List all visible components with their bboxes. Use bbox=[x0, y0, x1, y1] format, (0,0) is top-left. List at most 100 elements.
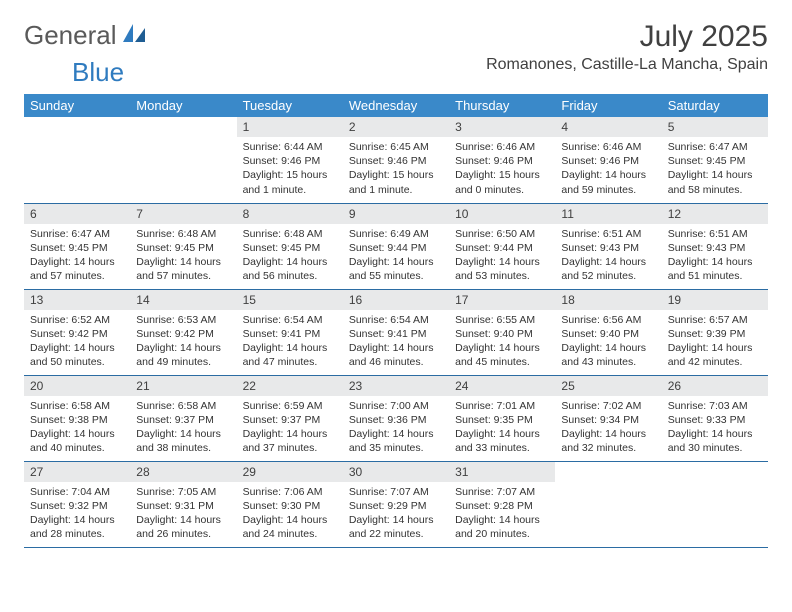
day-details: Sunrise: 6:58 AM Sunset: 9:38 PM Daylight:… bbox=[24, 396, 130, 460]
day-details: Sunrise: 6:47 AMSunset: 9:45 PMDaylight:… bbox=[24, 224, 130, 288]
day-details: Sunrise: 6:55 AMSunset: 9:40 PMDaylight:… bbox=[449, 310, 555, 374]
sunrise-line: Sunrise: 6:51 AM bbox=[668, 228, 748, 240]
logo-text-blue: Blue bbox=[72, 57, 124, 87]
day-number: 24 bbox=[449, 376, 555, 396]
day-number: 10 bbox=[449, 204, 555, 224]
day-number: 30 bbox=[343, 462, 449, 482]
sunrise-line: Sunrise: 6:57 AM bbox=[668, 314, 748, 326]
calendar-table: Sunday Monday Tuesday Wednesday Thursday… bbox=[24, 94, 768, 548]
daylight-line: Daylight: 14 hours and 57 minutes. bbox=[136, 256, 221, 282]
day-details: Sunrise: 7:02 AMSunset: 9:34 PMDaylight:… bbox=[555, 396, 661, 460]
sunset-line: Sunset: 9:42 PM bbox=[136, 328, 214, 340]
sunrise-line: Sunrise: 6:46 AM bbox=[561, 141, 641, 153]
calendar-cell: 16Sunrise: 6:54 AMSunset: 9:41 PMDayligh… bbox=[343, 289, 449, 375]
day-number: 27 bbox=[24, 462, 130, 482]
daylight-line: Daylight: 14 hours and 55 minutes. bbox=[349, 256, 434, 282]
day-details: Sunrise: 7:01 AMSunset: 9:35 PMDaylight:… bbox=[449, 396, 555, 460]
weekday-header: Monday bbox=[130, 94, 236, 117]
calendar-cell: 24Sunrise: 7:01 AMSunset: 9:35 PMDayligh… bbox=[449, 375, 555, 461]
sunrise-line: Sunrise: 6:46 AM bbox=[455, 141, 535, 153]
daylight-line: Daylight: 15 hours and 1 minute. bbox=[349, 169, 434, 195]
sunrise-line: Sunrise: 6:49 AM bbox=[349, 228, 429, 240]
sunset-line: Sunset: 9:43 PM bbox=[561, 242, 639, 254]
calendar-row: 13Sunrise: 6:52 AMSunset: 9:42 PMDayligh… bbox=[24, 289, 768, 375]
day-details: Sunrise: 6:59 AMSunset: 9:37 PMDaylight:… bbox=[237, 396, 343, 460]
calendar-cell: 14Sunrise: 6:53 AMSunset: 9:42 PMDayligh… bbox=[130, 289, 236, 375]
daylight-line: Daylight: 14 hours and 47 minutes. bbox=[243, 342, 328, 368]
day-details: Sunrise: 6:51 AMSunset: 9:43 PMDaylight:… bbox=[555, 224, 661, 288]
daylight-line: Daylight: 14 hours and 58 minutes. bbox=[668, 169, 753, 195]
sunset-line: Sunset: 9:37 PM bbox=[136, 414, 214, 426]
calendar-cell: 20Sunrise: 6:58 AMSunset: 9:38 PMDayligh… bbox=[24, 375, 130, 461]
calendar-cell: 28Sunrise: 7:05 AMSunset: 9:31 PMDayligh… bbox=[130, 461, 236, 547]
day-number: 12 bbox=[662, 204, 768, 224]
day-details: Sunrise: 6:54 AMSunset: 9:41 PMDaylight:… bbox=[343, 310, 449, 374]
daylight-line: Daylight: 14 hours and 32 minutes. bbox=[561, 428, 646, 454]
calendar-cell: 29Sunrise: 7:06 AMSunset: 9:30 PMDayligh… bbox=[237, 461, 343, 547]
title-block: July 2025 Romanones, Castille-La Mancha,… bbox=[486, 20, 768, 74]
daylight-line: Daylight: 14 hours and 51 minutes. bbox=[668, 256, 753, 282]
day-details: Sunrise: 7:07 AMSunset: 9:29 PMDaylight:… bbox=[343, 482, 449, 546]
sunrise-line: Sunrise: 6:58 AM bbox=[30, 400, 110, 412]
day-number: 7 bbox=[130, 204, 236, 224]
day-number: 14 bbox=[130, 290, 236, 310]
sunrise-line: Sunrise: 7:07 AM bbox=[349, 486, 429, 498]
day-number: 23 bbox=[343, 376, 449, 396]
day-details: Sunrise: 6:50 AMSunset: 9:44 PMDaylight:… bbox=[449, 224, 555, 288]
sunset-line: Sunset: 9:29 PM bbox=[349, 500, 427, 512]
sunset-line: Sunset: 9:37 PM bbox=[243, 414, 321, 426]
sunrise-line: Sunrise: 7:03 AM bbox=[668, 400, 748, 412]
sunset-line: Sunset: 9:31 PM bbox=[136, 500, 214, 512]
day-number: 16 bbox=[343, 290, 449, 310]
calendar-cell: 13Sunrise: 6:52 AMSunset: 9:42 PMDayligh… bbox=[24, 289, 130, 375]
weekday-header: Sunday bbox=[24, 94, 130, 117]
daylight-line: Daylight: 14 hours and 30 minutes. bbox=[668, 428, 753, 454]
calendar-cell: 3Sunrise: 6:46 AMSunset: 9:46 PMDaylight… bbox=[449, 117, 555, 203]
day-details: Sunrise: 6:52 AMSunset: 9:42 PMDaylight:… bbox=[24, 310, 130, 374]
daylight-line: Daylight: 14 hours and 42 minutes. bbox=[668, 342, 753, 368]
weekday-header: Saturday bbox=[662, 94, 768, 117]
sunset-line: Sunset: 9:42 PM bbox=[30, 328, 108, 340]
sunrise-line: Sunrise: 6:58 AM bbox=[136, 400, 216, 412]
daylight-line: Daylight: 14 hours and 43 minutes. bbox=[561, 342, 646, 368]
daylight-line: Daylight: 14 hours and 53 minutes. bbox=[455, 256, 540, 282]
calendar-cell: 10Sunrise: 6:50 AMSunset: 9:44 PMDayligh… bbox=[449, 203, 555, 289]
day-number: 1 bbox=[237, 117, 343, 137]
day-details: Sunrise: 7:07 AMSunset: 9:28 PMDaylight:… bbox=[449, 482, 555, 546]
sunrise-line: Sunrise: 6:44 AM bbox=[243, 141, 323, 153]
day-number: 13 bbox=[24, 290, 130, 310]
day-number: 25 bbox=[555, 376, 661, 396]
day-details: Sunrise: 6:48 AMSunset: 9:45 PMDaylight:… bbox=[130, 224, 236, 288]
day-number: 6 bbox=[24, 204, 130, 224]
day-details: Sunrise: 6:48 AMSunset: 9:45 PMDaylight:… bbox=[237, 224, 343, 288]
sunrise-line: Sunrise: 6:56 AM bbox=[561, 314, 641, 326]
sunrise-line: Sunrise: 6:53 AM bbox=[136, 314, 216, 326]
weekday-header: Wednesday bbox=[343, 94, 449, 117]
daylight-line: Daylight: 14 hours and 38 minutes. bbox=[136, 428, 221, 454]
sunrise-line: Sunrise: 7:02 AM bbox=[561, 400, 641, 412]
day-number: 15 bbox=[237, 290, 343, 310]
sunrise-line: Sunrise: 6:54 AM bbox=[349, 314, 429, 326]
day-details: Sunrise: 7:00 AMSunset: 9:36 PMDaylight:… bbox=[343, 396, 449, 460]
sunrise-line: Sunrise: 6:51 AM bbox=[561, 228, 641, 240]
sunrise-line: Sunrise: 6:48 AM bbox=[243, 228, 323, 240]
sunset-line: Sunset: 9:35 PM bbox=[455, 414, 533, 426]
calendar-cell: 11Sunrise: 6:51 AMSunset: 9:43 PMDayligh… bbox=[555, 203, 661, 289]
weekday-header: Thursday bbox=[449, 94, 555, 117]
day-details: Sunrise: 6:47 AMSunset: 9:45 PMDaylight:… bbox=[662, 137, 768, 201]
calendar-cell: 12Sunrise: 6:51 AMSunset: 9:43 PMDayligh… bbox=[662, 203, 768, 289]
calendar-cell: 30Sunrise: 7:07 AMSunset: 9:29 PMDayligh… bbox=[343, 461, 449, 547]
sunset-line: Sunset: 9:32 PM bbox=[30, 500, 108, 512]
sunset-line: Sunset: 9:28 PM bbox=[455, 500, 533, 512]
calendar-cell: 15Sunrise: 6:54 AMSunset: 9:41 PMDayligh… bbox=[237, 289, 343, 375]
daylight-line: Daylight: 14 hours and 40 minutes. bbox=[30, 428, 115, 454]
calendar-cell: 19Sunrise: 6:57 AMSunset: 9:39 PMDayligh… bbox=[662, 289, 768, 375]
calendar-row: 27Sunrise: 7:04 AMSunset: 9:32 PMDayligh… bbox=[24, 461, 768, 547]
weekday-header: Friday bbox=[555, 94, 661, 117]
calendar-cell: 18Sunrise: 6:56 AMSunset: 9:40 PMDayligh… bbox=[555, 289, 661, 375]
weekday-header-row: Sunday Monday Tuesday Wednesday Thursday… bbox=[24, 94, 768, 117]
day-details: Sunrise: 6:54 AMSunset: 9:41 PMDaylight:… bbox=[237, 310, 343, 374]
sunset-line: Sunset: 9:38 PM bbox=[30, 414, 108, 426]
sunset-line: Sunset: 9:36 PM bbox=[349, 414, 427, 426]
calendar-cell: 5Sunrise: 6:47 AMSunset: 9:45 PMDaylight… bbox=[662, 117, 768, 203]
